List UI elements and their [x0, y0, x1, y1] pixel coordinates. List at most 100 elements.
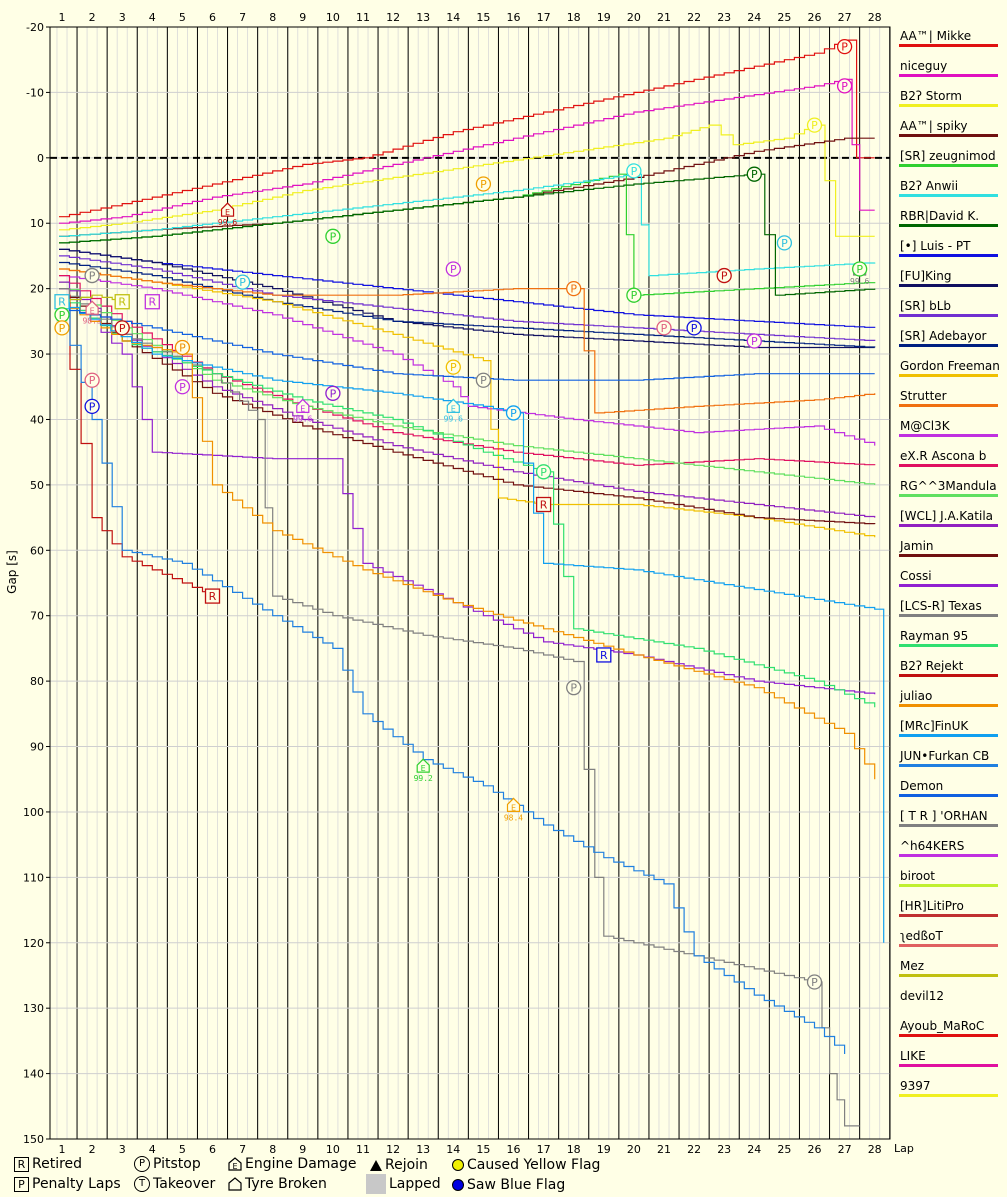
- pitstop-marker-letter: P: [570, 283, 577, 296]
- pitstop-marker: [54, 320, 70, 336]
- pitstop-marker-letter: P: [239, 276, 246, 289]
- x-tick-label-top: 17: [537, 11, 551, 24]
- pitstop-marker: [746, 333, 762, 349]
- y-tick-label: 150: [23, 1133, 44, 1146]
- pitstop-marker-letter: P: [330, 387, 337, 400]
- pitstop-marker: [174, 379, 191, 395]
- x-tick-label-bottom: 1: [59, 1143, 66, 1156]
- pitstop-marker-letter: P: [510, 407, 517, 420]
- y-tick-label: -10: [26, 86, 44, 99]
- pitstop-marker-letter: P: [631, 289, 638, 302]
- driver-color-swatch: [899, 734, 998, 737]
- engine-damage-value: 98.3: [82, 316, 101, 325]
- driver-color-swatch: [899, 1004, 998, 1007]
- retired-marker: [596, 647, 612, 663]
- driver-name: eX.R Ascona b: [900, 449, 986, 463]
- x-tick-label-top: 5: [179, 11, 186, 24]
- x-tick-label-top: 21: [657, 11, 671, 24]
- x-tick-label-bottom: 2: [89, 1143, 96, 1156]
- pitstop-marker: [445, 261, 461, 277]
- series-line: [59, 268, 876, 414]
- legend-blue-label: Saw Blue Flag: [467, 1177, 566, 1193]
- x-tick-label-bottom: 10: [326, 1143, 340, 1156]
- x-tick-label-top: 8: [269, 11, 276, 24]
- legend-engine: E Engine Damage: [228, 1156, 357, 1172]
- pitstop-marker-letter: P: [59, 309, 66, 322]
- engine-damage-marker-letter: E: [511, 803, 516, 812]
- legend-penalty: P Penalty Laps: [14, 1176, 121, 1192]
- yellow-flag-icon: [452, 1159, 464, 1171]
- x-tick-label-top: 10: [326, 11, 340, 24]
- retired-marker: [114, 294, 130, 310]
- x-tick-label-top: 3: [119, 11, 126, 24]
- pitstop-marker: [325, 228, 341, 244]
- series-line: [59, 275, 876, 446]
- pitstop-marker: [174, 339, 191, 356]
- engine-damage-value: 99.2: [414, 774, 433, 783]
- pitstop-marker-letter: P: [841, 80, 848, 93]
- retired-icon: R: [14, 1156, 29, 1172]
- retired-marker: [204, 588, 221, 604]
- pitstop-marker-letter: P: [721, 270, 728, 283]
- x-tick-label-top: 15: [476, 11, 490, 24]
- x-tick-label-bottom: 27: [838, 1143, 852, 1156]
- driver-color-swatch: [899, 194, 998, 197]
- engine-damage-value: 99.6: [850, 277, 869, 286]
- engine-damage-marker-letter: E: [421, 764, 426, 773]
- series-line: [59, 281, 876, 518]
- driver-name: Rayman 95: [900, 629, 968, 643]
- driver-name: [HR]LitiPro: [900, 899, 964, 913]
- driver-color-swatch: [899, 884, 998, 887]
- x-tick-label-bottom: 19: [597, 1143, 611, 1156]
- engine-damage-marker: [416, 758, 430, 773]
- series-line: [59, 301, 885, 943]
- retired-marker-letter: R: [148, 296, 156, 309]
- blue-flag-icon: [452, 1179, 464, 1191]
- legend-retired: R Retired: [14, 1156, 82, 1172]
- x-tick-label-bottom: 23: [717, 1143, 731, 1156]
- retired-marker-letter: R: [58, 296, 66, 309]
- x-tick-label-top: 6: [209, 11, 216, 24]
- pitstop-marker: [626, 163, 642, 179]
- x-tick-label-bottom: 28: [868, 1143, 882, 1156]
- x-tick-label-bottom: 21: [657, 1143, 671, 1156]
- driver-name: Mez: [900, 959, 924, 973]
- driver-name: [•] Luis - PT: [900, 239, 971, 253]
- driver-name: Strutter: [900, 389, 947, 403]
- driver-name: [SR] Adebayor: [900, 329, 987, 343]
- pitstop-marker-letter: P: [811, 976, 818, 989]
- x-tick-label-bottom: 15: [476, 1143, 490, 1156]
- legend-yellow-flag: Caused Yellow Flag: [452, 1157, 600, 1173]
- x-tick-label-top: 2: [89, 11, 96, 24]
- series-line: [59, 248, 875, 349]
- x-tick-label-bottom: 9: [299, 1143, 306, 1156]
- chart-grid: [50, 26, 891, 1140]
- rejoin-icon: [370, 1159, 382, 1171]
- driver-color-swatch: [899, 434, 998, 437]
- pitstop-marker-letter: P: [570, 682, 577, 695]
- pitstop-marker: [114, 320, 130, 336]
- x-tick-label-bottom: 13: [416, 1143, 430, 1156]
- pitstop-marker: [84, 372, 100, 388]
- retired-marker-letter: R: [540, 499, 548, 512]
- x-tick-label-top: 18: [567, 11, 581, 24]
- pitstop-marker-letter: P: [631, 165, 638, 178]
- retired-marker: [535, 496, 552, 513]
- engine-damage-marker-letter: E: [90, 306, 95, 315]
- y-tick-label: 10: [30, 217, 44, 230]
- y-tick-label: 30: [30, 348, 44, 361]
- pitstop-marker-letter: P: [751, 335, 758, 348]
- driver-color-swatch: [899, 794, 998, 797]
- y-axis-label: Gap [s]: [5, 550, 19, 594]
- pitstop-marker: [746, 166, 762, 182]
- retired-marker: [144, 294, 160, 310]
- pitstop-marker-letter: P: [89, 374, 96, 387]
- series-line: [59, 294, 876, 708]
- driver-color-swatch: [899, 704, 998, 707]
- x-tick-label-bottom: 18: [567, 1143, 581, 1156]
- x-tick-label-bottom: 20: [627, 1143, 641, 1156]
- pitstop-icon: P: [134, 1156, 150, 1172]
- series-line: [59, 248, 876, 328]
- legend-rejoin: Rejoin: [370, 1157, 428, 1173]
- driver-name: [MRc]FinUK: [900, 719, 969, 733]
